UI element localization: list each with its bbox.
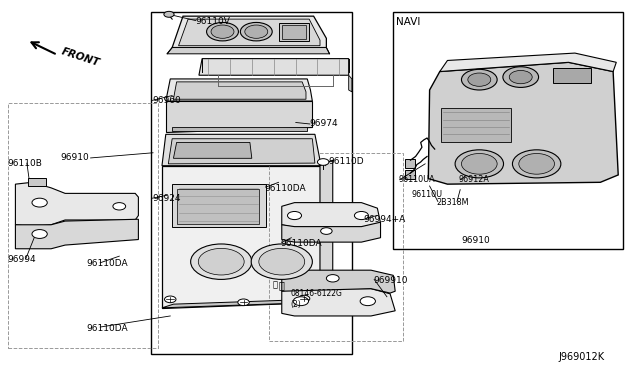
Polygon shape [168, 139, 315, 164]
Text: 96912A: 96912A [459, 175, 490, 184]
Circle shape [293, 297, 308, 306]
Text: FRONT: FRONT [60, 46, 101, 68]
Bar [441, 109, 511, 142]
Text: 96960: 96960 [152, 96, 181, 105]
Circle shape [259, 248, 305, 275]
Polygon shape [282, 289, 395, 316]
Polygon shape [199, 59, 349, 75]
Circle shape [519, 154, 554, 174]
Circle shape [198, 248, 244, 275]
Polygon shape [166, 79, 312, 101]
Circle shape [355, 211, 369, 219]
Text: 96974: 96974 [310, 119, 339, 128]
Bar [282, 25, 306, 39]
Polygon shape [162, 299, 333, 308]
Polygon shape [179, 19, 320, 46]
Text: Ⓑ: Ⓑ [279, 280, 285, 290]
Circle shape [326, 275, 339, 282]
Circle shape [251, 244, 312, 279]
Circle shape [321, 228, 332, 234]
Text: 969910: 969910 [373, 276, 408, 285]
Bar [404, 159, 415, 168]
Circle shape [509, 70, 532, 84]
Polygon shape [173, 82, 306, 99]
Polygon shape [282, 222, 381, 242]
Bar [8, 103, 157, 349]
Circle shape [503, 67, 539, 87]
Bar [278, 23, 309, 41]
Circle shape [164, 12, 174, 17]
Text: 96110DA: 96110DA [86, 259, 128, 268]
Circle shape [287, 211, 301, 219]
Text: 2B318M: 2B318M [436, 198, 469, 207]
Polygon shape [320, 160, 333, 302]
Text: 96910: 96910 [60, 153, 89, 163]
Text: 96994: 96994 [8, 255, 36, 264]
Circle shape [164, 296, 176, 303]
Text: J969012K: J969012K [559, 352, 605, 362]
Circle shape [211, 25, 234, 38]
Polygon shape [167, 48, 330, 54]
Circle shape [238, 299, 249, 306]
Circle shape [513, 150, 561, 178]
Circle shape [298, 295, 310, 302]
Circle shape [191, 244, 252, 279]
Polygon shape [282, 270, 395, 293]
Text: 96110DA: 96110DA [264, 184, 306, 193]
Text: NAVI: NAVI [396, 17, 421, 27]
Text: Ⓑ: Ⓑ [273, 280, 278, 289]
Text: 96110V: 96110V [196, 17, 230, 26]
Bar [172, 184, 266, 227]
Text: 96110B: 96110B [8, 158, 43, 168]
Bar [394, 13, 623, 249]
Polygon shape [349, 75, 352, 92]
Text: 96110DA: 96110DA [86, 324, 128, 333]
Text: 08146-6122G
(2): 08146-6122G (2) [290, 289, 342, 309]
Circle shape [317, 159, 329, 165]
Text: 96110U: 96110U [411, 190, 442, 199]
Polygon shape [172, 16, 326, 48]
Polygon shape [15, 219, 138, 249]
Bar [151, 13, 352, 354]
Circle shape [455, 150, 504, 178]
Text: 96924: 96924 [152, 195, 181, 203]
Polygon shape [282, 203, 381, 227]
Polygon shape [173, 142, 252, 158]
Circle shape [241, 22, 272, 41]
Bar [404, 170, 415, 179]
Circle shape [207, 22, 239, 41]
Text: 96994+A: 96994+A [364, 215, 406, 224]
Circle shape [461, 69, 497, 90]
Polygon shape [15, 182, 138, 227]
Polygon shape [162, 166, 320, 308]
Circle shape [360, 297, 376, 306]
Circle shape [468, 73, 491, 86]
Text: 96110D: 96110D [328, 157, 364, 166]
Polygon shape [166, 101, 312, 132]
Text: 96110DA: 96110DA [280, 239, 322, 248]
Circle shape [113, 203, 125, 210]
Bar [552, 68, 591, 83]
Text: 96110UA: 96110UA [398, 175, 435, 184]
Polygon shape [162, 134, 320, 166]
Bar [269, 153, 403, 341]
Polygon shape [172, 127, 307, 131]
Bar [177, 189, 259, 224]
Circle shape [245, 25, 268, 38]
Bar [28, 178, 46, 186]
Polygon shape [428, 62, 618, 184]
Circle shape [32, 230, 47, 238]
Polygon shape [440, 53, 616, 71]
Text: 96910: 96910 [461, 236, 490, 245]
Circle shape [461, 154, 497, 174]
Circle shape [32, 198, 47, 207]
